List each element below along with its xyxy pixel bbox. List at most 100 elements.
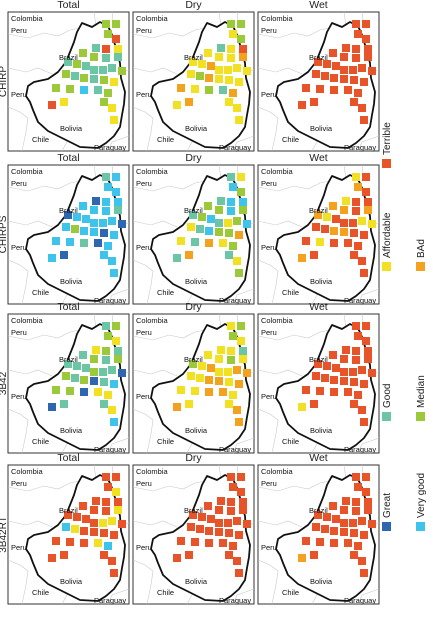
grid-cell-marker: [330, 227, 338, 235]
grid-cell-marker: [79, 502, 87, 510]
grid-cell-marker: [196, 72, 204, 80]
map-panel-3b42rt-dry: Colombia Peru Brazil Peru Bolivia Chile Paragu…: [132, 464, 255, 605]
country-label: Bolivia: [60, 277, 83, 286]
grid-cell-marker: [354, 483, 362, 491]
grid-cell-marker: [114, 53, 122, 61]
grid-cell-marker: [235, 418, 243, 426]
grid-cell-marker: [177, 537, 185, 545]
grid-cell-marker: [368, 67, 376, 75]
grid-cell-marker: [48, 254, 56, 262]
country-label: Colombia: [11, 167, 44, 176]
country-border: [7, 329, 81, 341]
grid-cell-marker: [66, 238, 74, 246]
grid-cell-marker: [215, 219, 223, 227]
grid-cell-marker: [118, 520, 126, 528]
grid-cell-marker: [314, 58, 322, 66]
row-label-3b42rt: 3B42RT: [0, 516, 9, 553]
grid-cell-marker: [239, 498, 247, 506]
grid-cell-marker: [312, 523, 320, 531]
country-label: Colombia: [261, 167, 294, 176]
country-border: [257, 520, 303, 528]
grid-cell-marker: [237, 488, 245, 496]
grid-cell-marker: [323, 60, 331, 68]
grid-cell-marker: [332, 215, 340, 223]
country-border: [186, 441, 194, 454]
legend-label-great: Great: [382, 493, 393, 518]
grid-cell-marker: [60, 98, 68, 106]
grid-cell-marker: [215, 53, 223, 61]
grid-cell-marker: [235, 269, 243, 277]
country-label: Brazil: [59, 355, 78, 364]
grid-cell-marker: [48, 101, 56, 109]
country-label: Brazil: [309, 53, 328, 62]
grid-cell-marker: [205, 539, 213, 547]
grid-cell-marker: [66, 85, 74, 93]
country-label: Brazil: [309, 506, 328, 515]
grid-cell-marker: [80, 86, 88, 94]
grid-cell-marker: [187, 372, 195, 380]
grid-cell-marker: [48, 554, 56, 562]
grid-cell-marker: [349, 66, 357, 74]
grid-cell-marker: [104, 242, 112, 250]
country-label: Brazil: [59, 506, 78, 515]
country-label: Paraguay: [219, 296, 251, 305]
grid-cell-marker: [215, 355, 223, 363]
grid-cell-marker: [189, 511, 197, 519]
grid-cell-marker: [235, 531, 243, 539]
country-border: [7, 369, 53, 377]
country-border: [232, 135, 255, 152]
grid-cell-marker: [207, 62, 215, 70]
column-title-wet: Wet: [309, 152, 328, 164]
grid-cell-marker: [229, 183, 237, 191]
grid-cell-marker: [310, 251, 318, 259]
grid-cell-marker: [358, 517, 366, 525]
grid-cell-marker: [102, 45, 110, 53]
country-label: Peru: [11, 179, 27, 188]
country-label: Brazil: [59, 206, 78, 215]
grid-cell-marker: [225, 251, 233, 259]
grid-cell-marker: [100, 76, 108, 84]
country-label: Chile: [282, 135, 299, 144]
grid-cell-marker: [330, 527, 338, 535]
map-panel-chirp-dry: Colombia Peru Brazil Peru Bolivia Chile Paragu…: [132, 11, 255, 152]
country-label: Brazil: [184, 506, 203, 515]
grid-cell-marker: [321, 525, 329, 533]
country-label: Peru: [136, 26, 152, 35]
grid-cell-marker: [229, 242, 237, 250]
grid-cell-marker: [215, 368, 223, 376]
country-border: [357, 437, 380, 454]
grid-cell-marker: [321, 72, 329, 80]
country-label: Bolivia: [310, 124, 333, 133]
grid-cell-marker: [364, 45, 372, 53]
grid-cell-marker: [79, 49, 87, 57]
grid-cell-marker: [94, 239, 102, 247]
grid-cell-marker: [52, 237, 60, 245]
grid-cell-marker: [302, 237, 310, 245]
country-border: [132, 559, 154, 605]
country-border: [107, 288, 130, 305]
grid-cell-marker: [227, 207, 235, 215]
grid-cell-marker: [207, 364, 215, 372]
grid-cell-marker: [102, 473, 110, 481]
grid-cell-marker: [204, 202, 212, 210]
grid-cell-marker: [110, 418, 118, 426]
grid-cell-marker: [104, 483, 112, 491]
grid-cell-marker: [48, 403, 56, 411]
legend-swatch-terrible: [382, 159, 391, 168]
grid-cell-marker: [66, 387, 74, 395]
grid-cell-marker: [314, 511, 322, 519]
grid-cell-marker: [350, 251, 358, 259]
map-panel-chirps-wet: Colombia Peru Brazil Peru Bolivia Chile Paragu…: [257, 164, 380, 305]
grid-cell-marker: [354, 30, 362, 38]
legend-label-median: Median: [416, 375, 427, 408]
grid-cell-marker: [350, 76, 358, 84]
grid-cell-marker: [112, 173, 120, 181]
country-label: Bolivia: [60, 577, 83, 586]
grid-cell-marker: [239, 347, 247, 355]
grid-cell-marker: [239, 45, 247, 53]
grid-cell-marker: [340, 528, 348, 536]
grid-cell-marker: [329, 49, 337, 57]
grid-cell-marker: [235, 569, 243, 577]
grid-cell-marker: [227, 20, 235, 28]
grid-cell-marker: [235, 116, 243, 124]
